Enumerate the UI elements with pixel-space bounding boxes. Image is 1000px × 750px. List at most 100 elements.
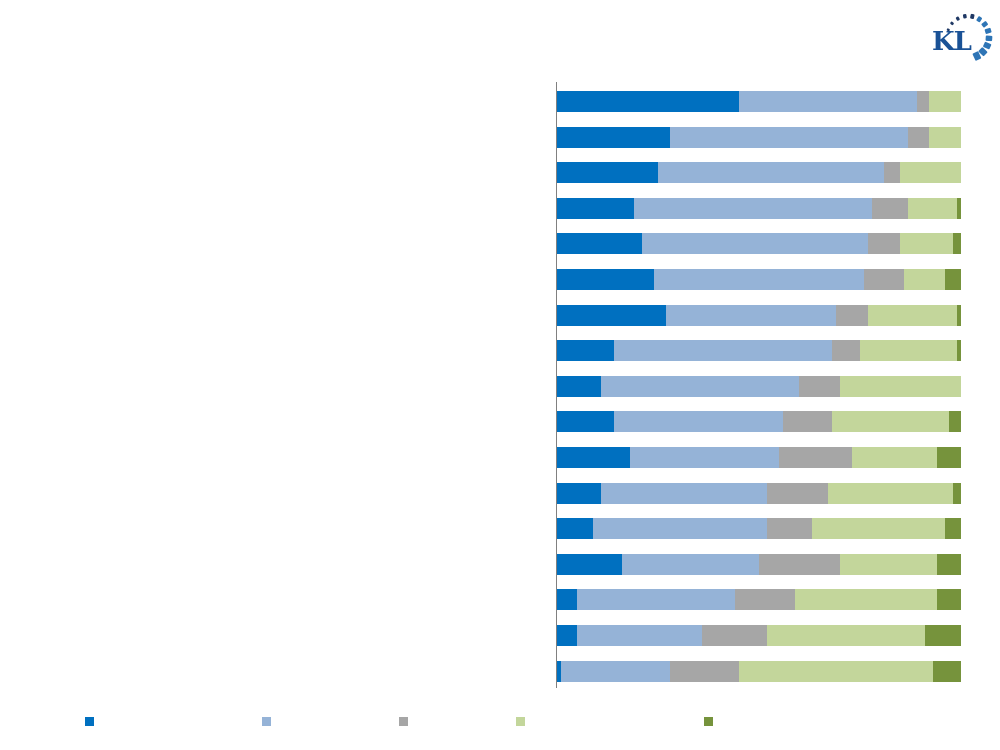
legend-marker-legend-dark-green [704, 717, 713, 726]
bar-segment-series-3-gray [758, 554, 840, 575]
bar-segment-series-1-blue [557, 518, 594, 539]
bar-segment-series-4-light-green [928, 127, 961, 148]
bar-segment-series-4-light-green [831, 411, 949, 432]
bar-segment-series-2-light-blue [577, 625, 703, 646]
bar-row-7 [557, 305, 961, 326]
bar-segment-series-1-blue [557, 589, 578, 610]
bar-segment-series-4-light-green [795, 589, 937, 610]
bar-segment-series-5-dark-green [952, 483, 961, 504]
bar-segment-series-3-gray [767, 518, 812, 539]
bar-segment-series-1-blue [557, 233, 642, 254]
bar-segment-series-1-blue [557, 91, 739, 112]
bar-segment-series-2-light-blue [601, 483, 768, 504]
bar-row-6 [557, 269, 961, 290]
bar-segment-series-5-dark-green [924, 625, 961, 646]
bar-segment-series-4-light-green [900, 162, 961, 183]
legend-marker-legend-light-green [516, 717, 525, 726]
bar-segment-series-4-light-green [868, 305, 957, 326]
bar-segment-series-2-light-blue [621, 554, 759, 575]
bar-row-8 [557, 340, 961, 361]
bar-segment-series-3-gray [670, 661, 739, 682]
bar-segment-series-3-gray [767, 483, 828, 504]
kl-logo-dot [950, 21, 954, 26]
bar-segment-series-5-dark-green [956, 340, 961, 361]
bar-row-5 [557, 233, 961, 254]
bar-segment-series-3-gray [799, 376, 840, 397]
bar-segment-series-4-light-green [928, 91, 961, 112]
kl-logo-dot [984, 27, 992, 34]
bar-segment-series-3-gray [734, 589, 796, 610]
bar-row-4 [557, 198, 961, 219]
kl-logo-dot [981, 21, 988, 28]
bar-row-16 [557, 625, 961, 646]
legend-marker-legend-light-blue [262, 717, 271, 726]
bar-segment-series-3-gray [916, 91, 929, 112]
legend-marker-legend-blue [85, 717, 94, 726]
bar-row-17 [557, 661, 961, 682]
bar-segment-series-1-blue [557, 198, 634, 219]
bar-row-14 [557, 554, 961, 575]
bar-segment-series-5-dark-green [956, 305, 961, 326]
bar-segment-series-2-light-blue [601, 376, 800, 397]
bar-segment-series-5-dark-green [948, 411, 961, 432]
legend-marker-legend-gray [399, 717, 408, 726]
bar-segment-series-4-light-green [827, 483, 953, 504]
bar-row-12 [557, 483, 961, 504]
bar-segment-series-2-light-blue [738, 91, 917, 112]
kl-logo-dot [970, 13, 975, 20]
bar-row-9 [557, 376, 961, 397]
bar-row-10 [557, 411, 961, 432]
bar-segment-series-4-light-green [908, 198, 957, 219]
bar-segment-series-2-light-blue [561, 661, 671, 682]
bar-segment-series-4-light-green [904, 269, 945, 290]
bar-segment-series-2-light-blue [613, 340, 832, 361]
kl-logo-dot [978, 47, 988, 57]
bar-segment-series-5-dark-green [944, 269, 961, 290]
bar-segment-series-5-dark-green [944, 518, 961, 539]
bar-segment-series-2-light-blue [577, 589, 735, 610]
bar-row-1 [557, 91, 961, 112]
bar-segment-series-5-dark-green [936, 554, 961, 575]
bar-segment-series-2-light-blue [613, 411, 784, 432]
kl-logo-dot [976, 16, 983, 23]
bar-segment-series-4-light-green [738, 661, 933, 682]
bar-row-15 [557, 589, 961, 610]
bar-row-2 [557, 127, 961, 148]
bar-segment-series-3-gray [868, 233, 901, 254]
bar-segment-series-3-gray [884, 162, 901, 183]
bar-segment-series-1-blue [557, 127, 671, 148]
bar-segment-series-3-gray [908, 127, 929, 148]
kl-logo-dot [962, 13, 967, 19]
kl-logo-dot [972, 51, 982, 61]
bar-row-11 [557, 447, 961, 468]
bar-segment-series-2-light-blue [670, 127, 909, 148]
bar-segment-series-1-blue [557, 269, 654, 290]
bar-row-3 [557, 162, 961, 183]
bar-segment-series-1-blue [557, 483, 602, 504]
kl-logo-dot [985, 35, 993, 42]
bar-segment-series-5-dark-green [932, 661, 961, 682]
bar-segment-series-4-light-green [859, 340, 957, 361]
bar-segment-series-2-light-blue [593, 518, 768, 539]
bar-segment-series-3-gray [783, 411, 832, 432]
bar-segment-series-1-blue [557, 162, 658, 183]
bar-segment-series-4-light-green [851, 447, 937, 468]
y-axis-line [556, 82, 557, 688]
bar-segment-series-1-blue [557, 305, 667, 326]
bar-segment-series-2-light-blue [633, 198, 873, 219]
bar-segment-series-1-blue [557, 411, 614, 432]
bar-segment-series-1-blue [557, 340, 614, 361]
bar-segment-series-5-dark-green [936, 447, 961, 468]
bar-segment-series-2-light-blue [653, 269, 865, 290]
bar-segment-series-1-blue [557, 447, 630, 468]
kl-logo-dot [946, 28, 950, 32]
bar-segment-series-1-blue [557, 554, 622, 575]
bar-segment-series-3-gray [872, 198, 909, 219]
bar-segment-series-2-light-blue [629, 447, 780, 468]
bar-row-13 [557, 518, 961, 539]
bar-segment-series-1-blue [557, 376, 602, 397]
bar-segment-series-2-light-blue [666, 305, 836, 326]
bar-segment-series-3-gray [835, 305, 869, 326]
